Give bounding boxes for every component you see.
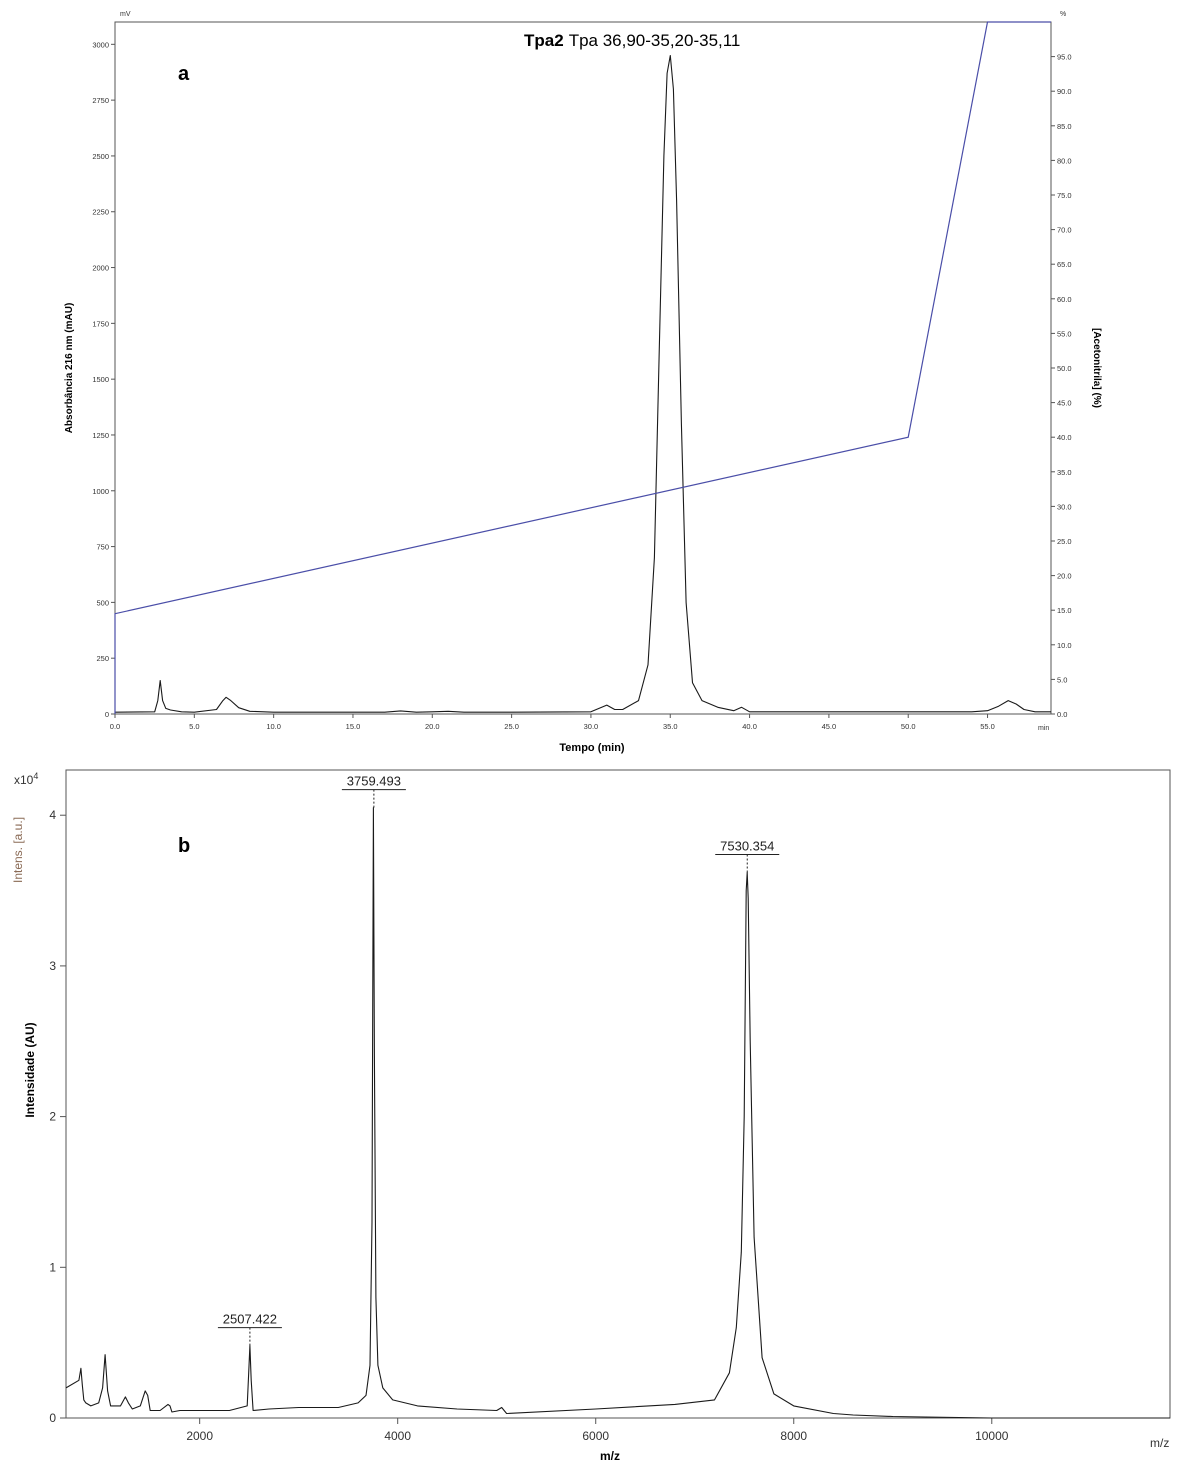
chart-a-x-tick-label: 35.0 <box>663 722 678 731</box>
chart-b-x-tick-label: 2000 <box>186 1429 213 1443</box>
chart-a-y-tick-label: 2000 <box>92 264 109 273</box>
chart-b-y-tick-label: 3 <box>49 959 56 973</box>
chart-a-y2-tick-label: 45.0 <box>1057 399 1072 408</box>
chart-b-x-tick-label: 4000 <box>384 1429 411 1443</box>
chart-a-title-bold: Tpa2 <box>524 31 564 50</box>
chart-a-x-tick-label: 20.0 <box>425 722 440 731</box>
chart-a-plot-area <box>114 21 1052 715</box>
chart-a-x-tick-label: 40.0 <box>742 722 757 731</box>
chart-a-absorbance-trace <box>114 54 1051 713</box>
chart-a-y2-tick-label: 95.0 <box>1057 53 1072 62</box>
chart-a-y-tick-label: 3000 <box>92 40 109 49</box>
chart-a-y2-tick-label: 0.0 <box>1057 710 1067 719</box>
chart-b-x-tick-label: 8000 <box>780 1429 807 1443</box>
chart-a-y-unit: mV <box>120 11 131 18</box>
chart-a-y-tick-label: 0 <box>105 710 109 719</box>
chart-b-y-unit: Intens. [a.u.] <box>11 817 25 883</box>
chart-a-y-tick-label: 1500 <box>92 375 109 384</box>
chart-b-y-multiplier: x104 <box>14 771 38 787</box>
chart-a-y2-tick-label: 90.0 <box>1057 87 1072 96</box>
chart-a-y2-tick-label: 40.0 <box>1057 433 1072 442</box>
chart-a-y2-tick-label: 5.0 <box>1057 675 1067 684</box>
chart-b-x-tick-label: 10000 <box>975 1429 1009 1443</box>
chart-b-xlabel: m/z <box>600 1449 620 1463</box>
chart-b-x-unit: m/z <box>1150 1436 1169 1450</box>
chart-a-x-tick-label: 50.0 <box>901 722 916 731</box>
chart-b-traces <box>65 807 1170 1419</box>
chart-a: 0.0 5.0 10.0 15.0 20.0 25.0 30.0 35.0 40.0 45.0 50… <box>64 11 1102 754</box>
chart-a-y-tick-label: 750 <box>96 543 109 552</box>
chart-b-ylabel: Intensidade (AU) <box>23 1022 37 1117</box>
chart-a-y2-tick-label: 20.0 <box>1057 572 1072 581</box>
chart-a-y-tick-label: 2750 <box>92 96 109 105</box>
chart-a-ticks: 0.0 5.0 10.0 15.0 20.0 25.0 30.0 35.0 40.0 45.0 50… <box>92 40 1071 731</box>
chart-a-gradient-trace <box>114 21 1051 714</box>
chart-b-peak-label: 7530.354 <box>720 838 774 853</box>
chart-a-y-tick-label: 1750 <box>92 319 109 328</box>
chart-a-y-tick-label: 1000 <box>92 487 109 496</box>
chart-a-ylabel: Absorbância 216 nm (mAU) <box>64 303 75 434</box>
chart-a-y-tick-label: 2250 <box>92 208 109 217</box>
chart-a-x-tick-label: 15.0 <box>346 722 361 731</box>
chart-a-y2-tick-label: 25.0 <box>1057 537 1072 546</box>
chart-a-y2-tick-label: 85.0 <box>1057 122 1072 131</box>
chart-a-y2-tick-label: 50.0 <box>1057 364 1072 373</box>
chart-a-x-tick-label: 0.0 <box>110 722 120 731</box>
chart-a-y-tick-label: 500 <box>96 598 109 607</box>
chart-a-y2label: [Acetonitrila] (%) <box>1091 328 1102 408</box>
chart-b-y-tick-label: 4 <box>49 808 56 822</box>
chart-a-y2-tick-label: 55.0 <box>1057 329 1072 338</box>
chart-a-y2-unit: % <box>1060 11 1066 18</box>
chart-b-y-tick-label: 2 <box>49 1110 56 1124</box>
chart-b-panel-label: b <box>178 835 190 857</box>
chart-b-spectrum-trace <box>65 807 1170 1419</box>
chart-a-title-rest: Tpa 36,90-35,20-35,11 <box>569 31 741 50</box>
chart-b-peak-label: 3759.493 <box>347 774 401 789</box>
chart-a-x-tick-label: 45.0 <box>822 722 837 731</box>
chart-a-title: Tpa2 Tpa 36,90-35,20-35,11 <box>524 31 740 50</box>
chart-b-y-tick-label: 0 <box>49 1411 56 1425</box>
chart-a-y2-tick-label: 75.0 <box>1057 191 1072 200</box>
chart-b-peak-labels: 2507.422 3759.493 7530.354 <box>217 774 780 1346</box>
chart-a-x-tick-label: 5.0 <box>189 722 199 731</box>
chart-a-x-tick-label: 30.0 <box>584 722 599 731</box>
chart-a-y2-tick-label: 30.0 <box>1057 502 1072 511</box>
chart-a-y-tick-label: 250 <box>96 654 109 663</box>
chart-b-plot-area <box>65 769 1171 1419</box>
chart-a-y2-tick-label: 10.0 <box>1057 641 1072 650</box>
chart-a-x-tick-label: 55.0 <box>980 722 995 731</box>
chart-b-peak-label: 2507.422 <box>223 1312 277 1327</box>
chart-a-y2-tick-label: 35.0 <box>1057 468 1072 477</box>
chart-a-x-tick-label: 25.0 <box>504 722 519 731</box>
chart-a-y2-tick-label: 80.0 <box>1057 156 1072 165</box>
chart-a-y2-tick-label: 60.0 <box>1057 295 1072 304</box>
chart-b-ticks: 2000 4000 6000 8000 10000 0 1 2 3 4 <box>49 808 1008 1443</box>
chart-a-traces <box>114 21 1051 714</box>
chart-b-y-tick-label: 1 <box>49 1260 56 1274</box>
chart-b: 2000 4000 6000 8000 10000 0 1 2 3 4 2507.422 3759.… <box>11 769 1171 1463</box>
chart-a-y2-tick-label: 70.0 <box>1057 226 1072 235</box>
chart-a-xlabel: Tempo (min) <box>559 742 625 754</box>
chart-a-y2-tick-label: 15.0 <box>1057 606 1072 615</box>
chart-b-y-multiplier-base: x10 <box>14 773 34 787</box>
chart-a-y-tick-label: 1250 <box>92 431 109 440</box>
chart-a-y-tick-label: 2500 <box>92 152 109 161</box>
chart-b-y-multiplier-exp: 4 <box>33 771 38 781</box>
chart-a-panel-label: a <box>178 63 190 85</box>
chart-a-x-tick-label: 10.0 <box>266 722 281 731</box>
chart-b-x-tick-label: 6000 <box>582 1429 609 1443</box>
chart-a-x-unit: min <box>1038 725 1049 732</box>
chart-a-y2-tick-label: 65.0 <box>1057 260 1072 269</box>
